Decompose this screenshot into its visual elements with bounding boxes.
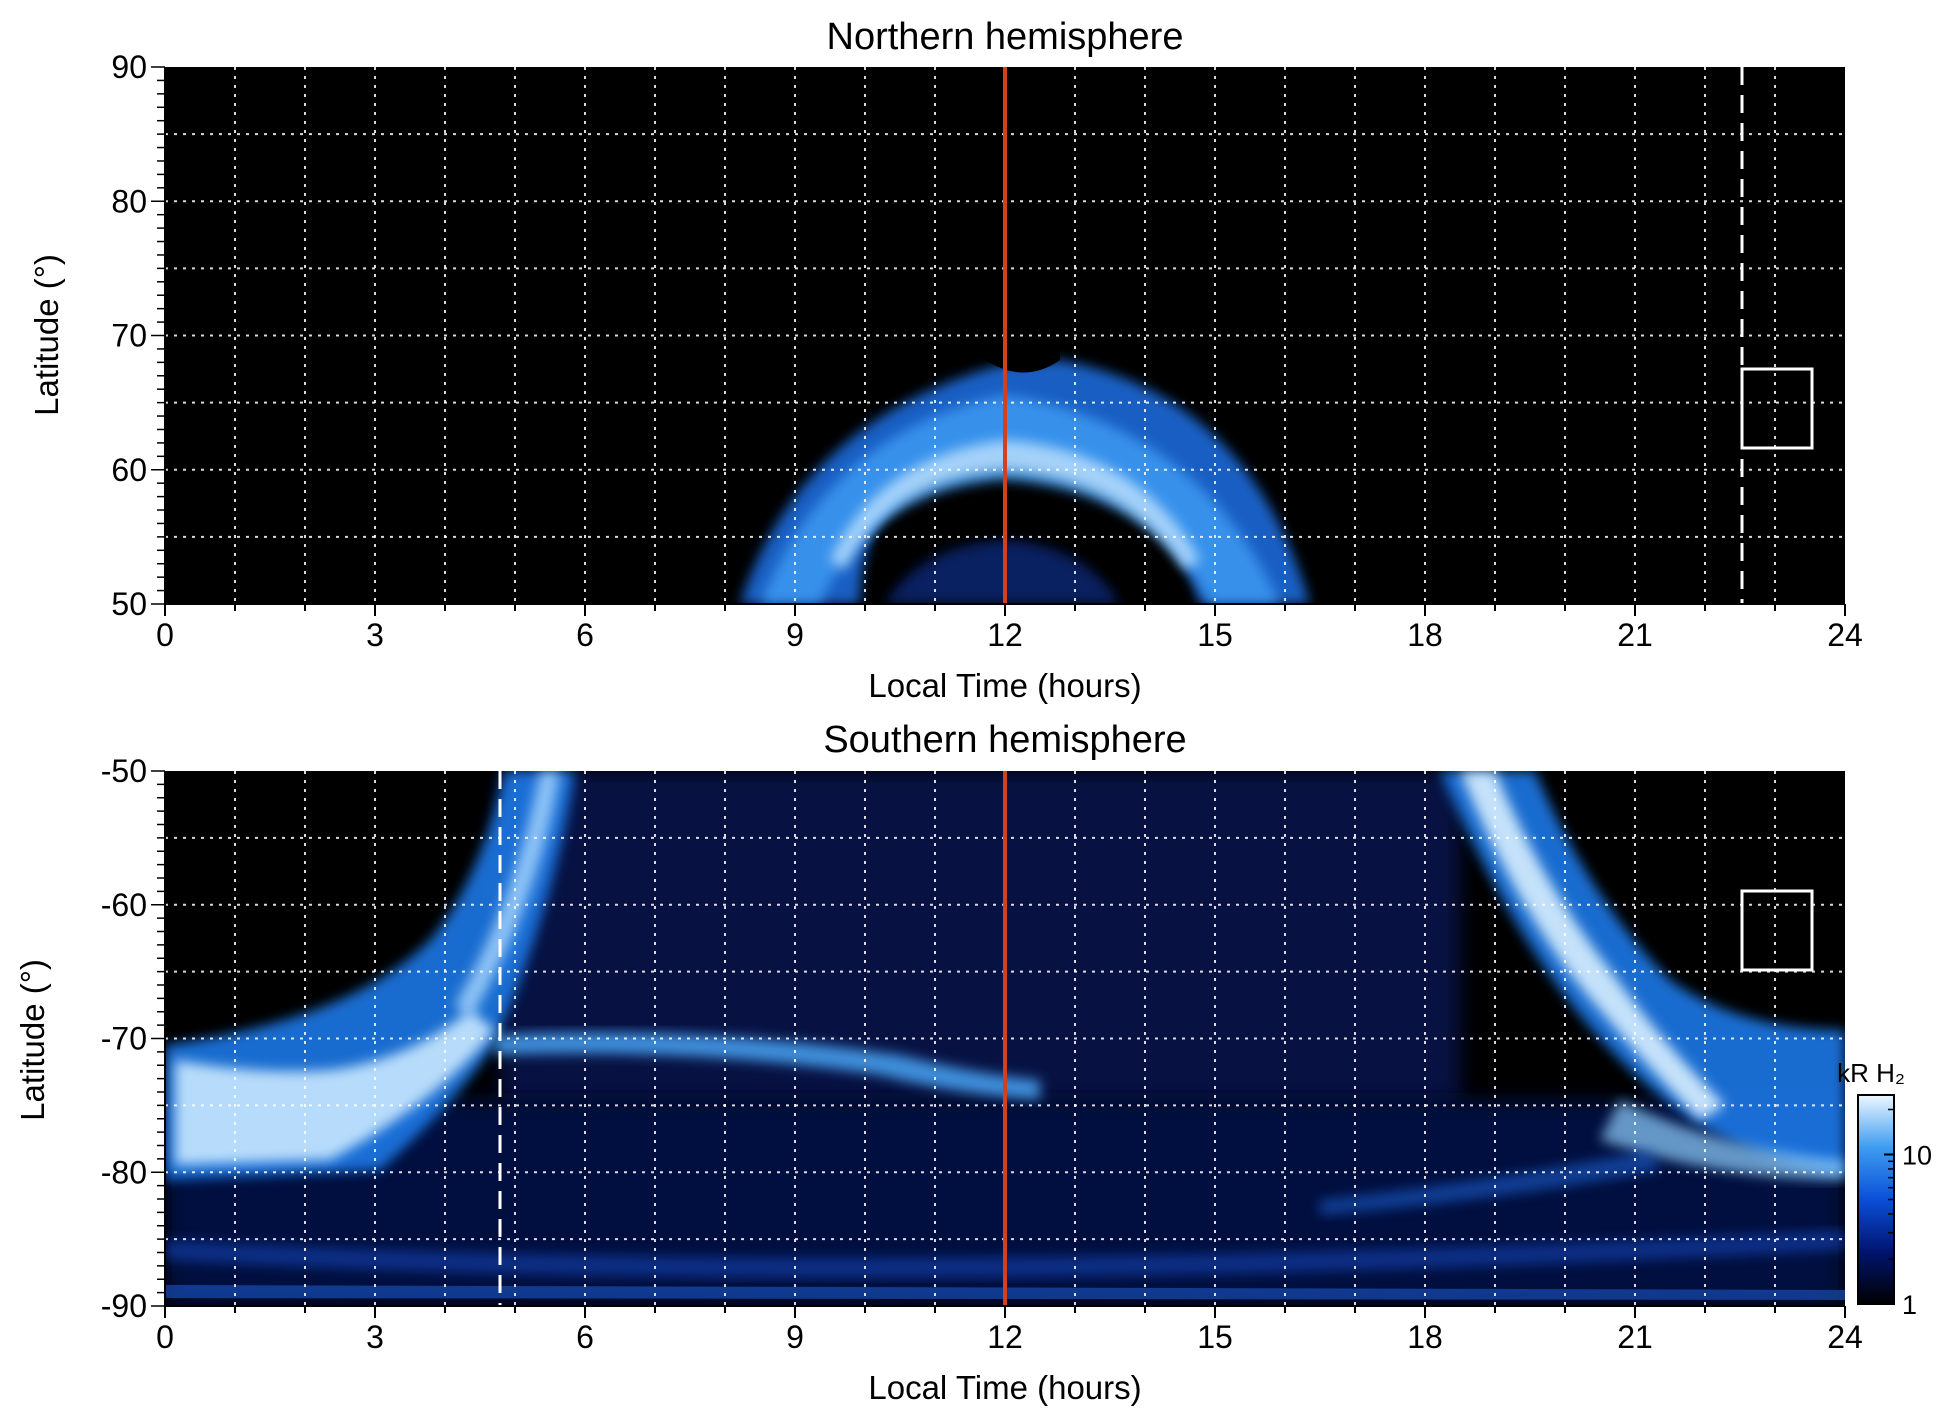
north-y-tick-label: 70	[111, 318, 147, 354]
colorbar: kR H₂ 1 10	[1837, 1058, 1932, 1320]
south-dusk-tail	[1320, 1150, 1660, 1215]
colorbar-tick-label: 1	[1902, 1290, 1917, 1320]
south-y-tick-label: -70	[101, 1021, 147, 1057]
north-box	[1740, 367, 1814, 450]
north-title: Northern hemisphere	[827, 16, 1184, 58]
north-y-tick-label: 80	[111, 183, 147, 219]
north-x-tick-label: 9	[786, 617, 804, 653]
south-x-tick-label: 18	[1407, 1319, 1443, 1355]
south-dusk-lower-fill	[1600, 1100, 1845, 1180]
colorbar-label: kR H₂	[1837, 1058, 1905, 1088]
south-y-tick-label: -60	[101, 887, 147, 923]
north-oval-outer-glow	[740, 360, 1310, 604]
north-x-tick-label: 21	[1617, 617, 1653, 653]
north-x-tick-label: 3	[366, 617, 384, 653]
north-oval-bright-core	[830, 440, 1200, 570]
north-axes: 0 3 6 9 12 15 18 21 24 50 60 70 80 90	[111, 49, 1862, 653]
south-x-tick-label: 3	[366, 1319, 384, 1355]
north-panel: Northern hemisphere 0 3 6 9 12 15 18 21 24 50 60 70…	[28, 16, 1863, 704]
north-y-tick-label: 50	[111, 586, 147, 622]
south-x-tick-label: 21	[1617, 1319, 1653, 1355]
south-y-tick-label: -50	[101, 753, 147, 789]
south-x-tick-label: 0	[156, 1319, 174, 1355]
south-noon-arc	[495, 1032, 1040, 1100]
south-x-tick-label: 6	[576, 1319, 594, 1355]
south-ylabel: Latitude (°)	[14, 959, 51, 1121]
south-x-tick-label: 12	[987, 1319, 1023, 1355]
south-x-tick-label: 15	[1197, 1319, 1233, 1355]
north-inner-emission	[885, 540, 1120, 604]
north-x-tick-label: 12	[987, 617, 1023, 653]
south-box	[1740, 889, 1814, 972]
north-xlabel: Local Time (hours)	[868, 667, 1141, 704]
south-title: Southern hemisphere	[823, 719, 1186, 761]
north-aurora	[740, 345, 1310, 604]
north-x-tick-label: 24	[1827, 617, 1863, 653]
south-x-tick-label: 9	[786, 1319, 804, 1355]
north-x-tick-label: 6	[576, 617, 594, 653]
south-dusk-oval-core	[1460, 771, 1725, 1120]
south-x-tick-label: 24	[1827, 1319, 1863, 1355]
north-oval-band	[760, 395, 1280, 604]
north-y-tick-label: 60	[111, 452, 147, 488]
north-y-tick-label: 90	[111, 49, 147, 85]
north-x-tick-label: 18	[1407, 617, 1443, 653]
south-dawn-oval-core	[175, 1010, 495, 1165]
colorbar-tick-label: 10	[1902, 1140, 1932, 1170]
south-panel: Southern hemisphere 0 3 6 9 12 15 18 21 24 -50 -60…	[14, 719, 1932, 1406]
south-axes: 0 3 6 9 12 15 18 21 24 -50 -60 -70 -80 -90	[101, 753, 1863, 1355]
colorbar-ticks: 1 10	[1884, 1108, 1932, 1320]
south-dawn-upper-arc	[455, 771, 560, 1020]
south-xlabel: Local Time (hours)	[868, 1369, 1141, 1406]
south-y-tick-label: -80	[101, 1154, 147, 1190]
south-polar-streak	[165, 1230, 1845, 1278]
north-x-tick-label: 15	[1197, 617, 1233, 653]
south-y-tick-label: -90	[101, 1288, 147, 1324]
north-x-tick-label: 0	[156, 617, 174, 653]
north-ylabel: Latitude (°)	[28, 254, 65, 416]
